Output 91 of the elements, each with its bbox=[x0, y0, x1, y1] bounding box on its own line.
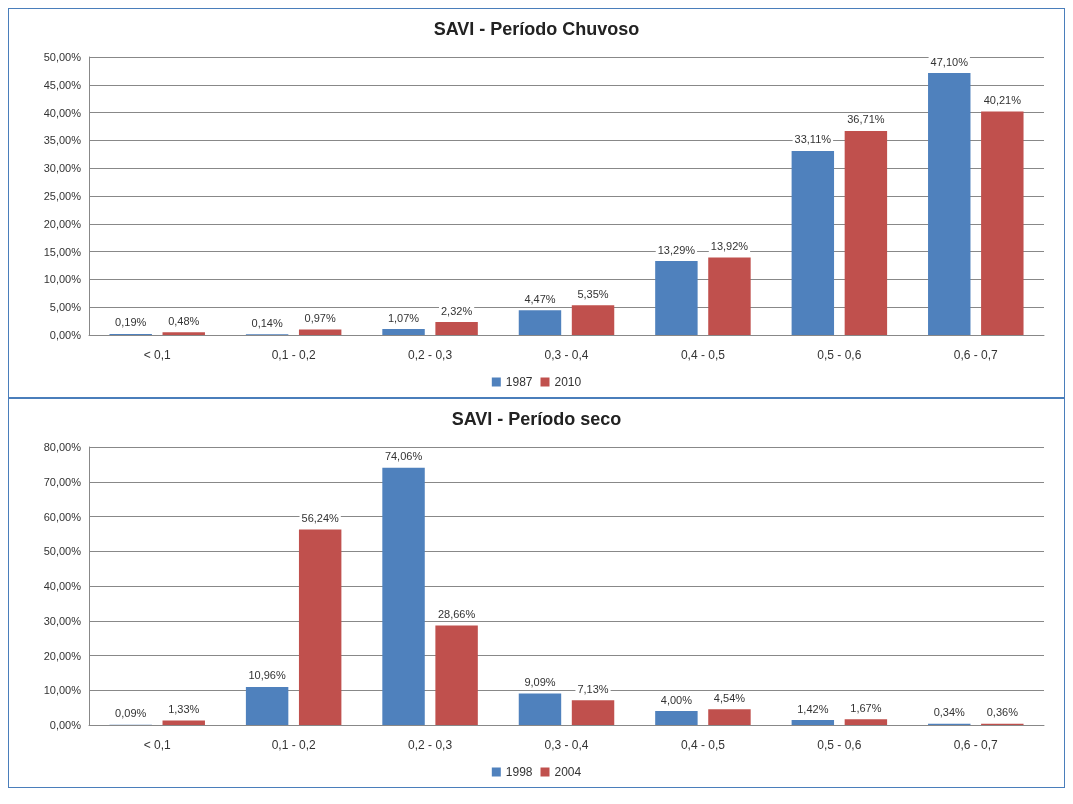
data-label: 36,71% bbox=[847, 113, 885, 126]
bar bbox=[571, 305, 615, 335]
y-tick-label: 40,00% bbox=[43, 106, 82, 119]
data-label: 0,97% bbox=[304, 312, 336, 325]
data-label: 74,06% bbox=[384, 450, 423, 463]
data-label: 0,48% bbox=[168, 314, 200, 327]
bar bbox=[571, 700, 615, 725]
chart-title: SAVI - Período Chuvoso bbox=[433, 19, 640, 39]
y-tick-label: 0,00% bbox=[49, 329, 82, 341]
y-tick-label: 15,00% bbox=[43, 245, 82, 258]
x-tick-label: 0,3 - 0,4 bbox=[544, 348, 589, 362]
y-tick-label: 25,00% bbox=[43, 190, 82, 202]
data-label: 4,54% bbox=[713, 691, 746, 704]
y-tick-label: 20,00% bbox=[43, 217, 82, 230]
bar bbox=[791, 150, 835, 335]
bar bbox=[382, 329, 425, 335]
y-tick-label: 35,00% bbox=[43, 134, 82, 147]
y-tick-label: 10,00% bbox=[43, 684, 82, 697]
data-label: 7,13% bbox=[577, 682, 609, 695]
legend-label: 1998 bbox=[505, 765, 533, 779]
x-tick-label: 0,5 - 0,6 bbox=[817, 738, 862, 752]
x-tick-label: 0,2 - 0,3 bbox=[408, 738, 453, 752]
data-label: 0,14% bbox=[251, 316, 283, 329]
bar bbox=[435, 322, 478, 335]
y-tick-label: 50,00% bbox=[43, 51, 82, 63]
y-tick-label: 60,00% bbox=[43, 510, 82, 523]
bar bbox=[298, 329, 342, 335]
x-tick-label: < 0,1 bbox=[143, 348, 172, 362]
bar bbox=[928, 73, 971, 335]
x-tick-label: < 0,1 bbox=[143, 738, 172, 752]
legend-label: 2010 bbox=[554, 375, 582, 389]
data-label: 2,32% bbox=[441, 304, 473, 317]
data-label: 13,29% bbox=[657, 243, 696, 256]
bar bbox=[518, 693, 562, 725]
y-tick-label: 20,00% bbox=[43, 649, 82, 662]
data-label: 5,35% bbox=[577, 287, 609, 300]
bar bbox=[981, 111, 1024, 335]
x-tick-label: 0,6 - 0,7 bbox=[953, 738, 999, 752]
x-tick-label: 0,5 - 0,6 bbox=[817, 348, 862, 362]
bar bbox=[518, 310, 562, 335]
bar bbox=[162, 720, 205, 725]
y-tick-label: 5,00% bbox=[49, 301, 82, 314]
y-tick-label: 30,00% bbox=[43, 614, 82, 627]
data-label: 33,11% bbox=[794, 133, 832, 146]
y-tick-label: 40,00% bbox=[43, 580, 82, 592]
y-tick-label: 0,00% bbox=[49, 719, 82, 731]
x-tick-label: 0,1 - 0,2 bbox=[271, 348, 316, 362]
data-label: 28,66% bbox=[437, 607, 476, 620]
data-label: 0,09% bbox=[115, 707, 147, 720]
data-label: 1,42% bbox=[797, 702, 829, 715]
data-label: 0,19% bbox=[115, 316, 147, 329]
data-label: 56,24% bbox=[301, 512, 340, 525]
data-label: 0,36% bbox=[986, 706, 1019, 719]
chart-title: SAVI - Período seco bbox=[451, 409, 622, 429]
bar bbox=[245, 686, 289, 725]
x-tick-label: 0,4 - 0,5 bbox=[680, 738, 726, 752]
y-tick-label: 45,00% bbox=[43, 78, 82, 91]
y-tick-label: 50,00% bbox=[43, 545, 82, 558]
data-label: 13,92% bbox=[710, 240, 749, 253]
legend-label: 1987 bbox=[505, 375, 533, 389]
y-tick-label: 30,00% bbox=[43, 162, 82, 175]
y-tick-label: 70,00% bbox=[43, 475, 82, 488]
x-tick-label: 0,1 - 0,2 bbox=[271, 738, 316, 752]
bar bbox=[382, 467, 425, 725]
data-label: 0,34% bbox=[933, 706, 966, 719]
bar bbox=[655, 711, 698, 725]
legend-label: 2004 bbox=[554, 765, 582, 779]
x-tick-label: 0,4 - 0,5 bbox=[680, 348, 726, 362]
data-label: 47,10% bbox=[930, 55, 969, 68]
x-tick-label: 0,6 - 0,7 bbox=[953, 348, 999, 362]
bar bbox=[435, 625, 478, 725]
bar bbox=[791, 720, 835, 725]
bar bbox=[844, 130, 888, 335]
bar bbox=[655, 261, 698, 335]
bar bbox=[162, 332, 205, 335]
bar bbox=[708, 257, 751, 335]
data-label: 4,00% bbox=[660, 693, 693, 706]
data-label: 4,47% bbox=[524, 292, 556, 305]
data-label: 9,09% bbox=[524, 675, 556, 688]
data-label: 1,33% bbox=[168, 702, 200, 715]
bar bbox=[844, 719, 888, 725]
data-label: 40,21% bbox=[983, 93, 1022, 106]
bar bbox=[298, 529, 342, 725]
x-tick-label: 0,2 - 0,3 bbox=[408, 348, 453, 362]
y-tick-label: 10,00% bbox=[43, 273, 82, 286]
y-tick-label: 80,00% bbox=[43, 441, 82, 453]
data-label: 1,07% bbox=[387, 311, 420, 324]
bar bbox=[708, 709, 751, 725]
data-label: 10,96% bbox=[248, 669, 286, 682]
data-label: 1,67% bbox=[850, 701, 882, 714]
x-tick-label: 0,3 - 0,4 bbox=[544, 738, 589, 752]
